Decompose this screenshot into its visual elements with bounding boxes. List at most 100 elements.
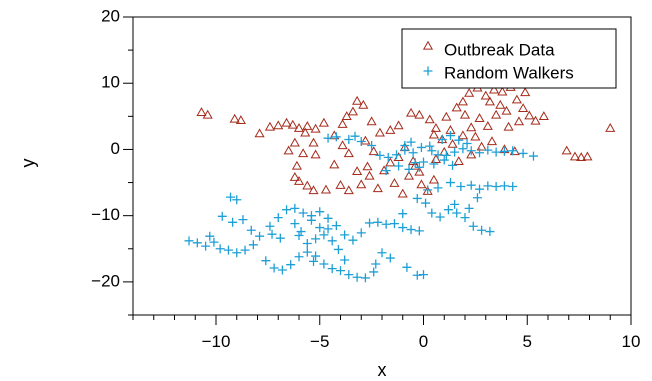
- walker-point: [286, 260, 296, 270]
- walker-point: [392, 150, 402, 160]
- walker-point: [192, 238, 202, 248]
- walker-point: [215, 244, 225, 254]
- legend: Outbreak Data Random Walkers: [401, 28, 617, 89]
- outbreak-point: [287, 119, 298, 129]
- outbreak-point: [605, 123, 616, 132]
- outbreak-point: [464, 87, 475, 97]
- outbreak-point: [293, 176, 305, 185]
- walker-point: [238, 215, 248, 225]
- y-tick-label: −20: [91, 271, 120, 290]
- walker-point: [226, 192, 236, 202]
- outbreak-point: [466, 122, 477, 132]
- outbreak-point: [474, 113, 485, 122]
- walker-point: [435, 212, 445, 222]
- outbreak-point: [385, 125, 396, 134]
- outbreak-point: [576, 152, 587, 162]
- walker-point: [331, 221, 341, 231]
- outbreak-point: [582, 151, 593, 161]
- outbreak-point: [459, 109, 471, 119]
- outbreak-point: [302, 121, 313, 130]
- walker-point: [427, 146, 437, 156]
- walker-point: [441, 150, 451, 160]
- walker-point: [448, 160, 458, 170]
- legend-triangle-marker: [422, 40, 434, 50]
- walker-point: [454, 135, 464, 145]
- walker-point: [389, 219, 399, 229]
- walker-point: [323, 224, 333, 234]
- y-tick-label: −10: [91, 205, 120, 224]
- walker-point: [311, 251, 321, 261]
- walker-point: [205, 231, 215, 241]
- walker-point: [311, 234, 321, 244]
- walker-point: [323, 213, 333, 223]
- walker-point: [306, 211, 316, 221]
- walker-point: [464, 203, 474, 213]
- walker-point: [184, 236, 194, 246]
- outbreak-point: [470, 131, 481, 141]
- walker-point: [356, 136, 366, 146]
- walker-point: [269, 263, 279, 273]
- outbreak-point: [495, 99, 506, 109]
- outbreak-point: [405, 107, 417, 117]
- walker-point: [458, 144, 468, 154]
- outbreak-point: [289, 172, 300, 181]
- outbreak-point: [364, 170, 375, 180]
- walker-point: [421, 198, 431, 208]
- outbreak-point: [482, 121, 493, 130]
- walker-point: [439, 155, 449, 165]
- walker-point: [443, 205, 453, 215]
- walker-point: [315, 223, 325, 233]
- outbreak-point: [530, 115, 541, 125]
- walker-point: [344, 135, 354, 145]
- x-tick-label: 5: [523, 332, 532, 351]
- walker-point: [412, 270, 422, 280]
- outbreak-point: [352, 166, 363, 175]
- outbreak-point: [497, 86, 508, 96]
- walker-point: [398, 223, 408, 233]
- walker-point: [240, 245, 250, 255]
- walker-point: [282, 205, 292, 215]
- outbreak-point: [524, 110, 535, 120]
- walker-point: [404, 164, 414, 174]
- walker-point: [485, 227, 495, 237]
- walker-point: [232, 195, 242, 205]
- walker-point: [327, 264, 337, 274]
- outbreak-point: [235, 115, 246, 124]
- outbreak-point: [254, 128, 265, 138]
- outbreak-point: [503, 121, 514, 131]
- walker-point: [371, 259, 381, 269]
- walker-point: [350, 131, 360, 141]
- outbreak-point: [352, 95, 363, 105]
- outbreak-point: [264, 121, 276, 131]
- outbreak-point: [393, 120, 404, 130]
- outbreak-point: [416, 179, 427, 189]
- walker-point: [344, 270, 354, 280]
- outbreak-point: [453, 156, 464, 166]
- walker-point: [373, 217, 383, 227]
- walker-point: [427, 208, 437, 218]
- y-tick-label: 10: [101, 73, 120, 92]
- outbreak-point: [466, 149, 477, 159]
- outbreak-point: [300, 127, 311, 137]
- walker-point: [437, 135, 447, 145]
- walker-point: [429, 159, 439, 169]
- walker-point: [419, 270, 428, 280]
- walker-point: [491, 182, 501, 192]
- walker-point: [381, 219, 391, 229]
- walker-point: [302, 238, 312, 248]
- outbreak-point: [414, 109, 425, 119]
- walker-point: [290, 203, 300, 213]
- walker-point: [402, 262, 412, 272]
- outbreak-point: [308, 185, 319, 195]
- walker-point: [340, 255, 350, 265]
- outbreak-point: [298, 148, 309, 158]
- legend-label-outbreak: Outbreak Data: [444, 40, 555, 59]
- legend-box: [401, 28, 617, 89]
- walker-point: [398, 209, 408, 219]
- walker-point: [340, 230, 350, 240]
- outbreak-point: [202, 109, 213, 119]
- outbreak-point: [410, 160, 421, 170]
- outbreak-point: [310, 123, 321, 133]
- outbreak-point: [347, 106, 359, 116]
- series-outbreak-data: [196, 81, 616, 198]
